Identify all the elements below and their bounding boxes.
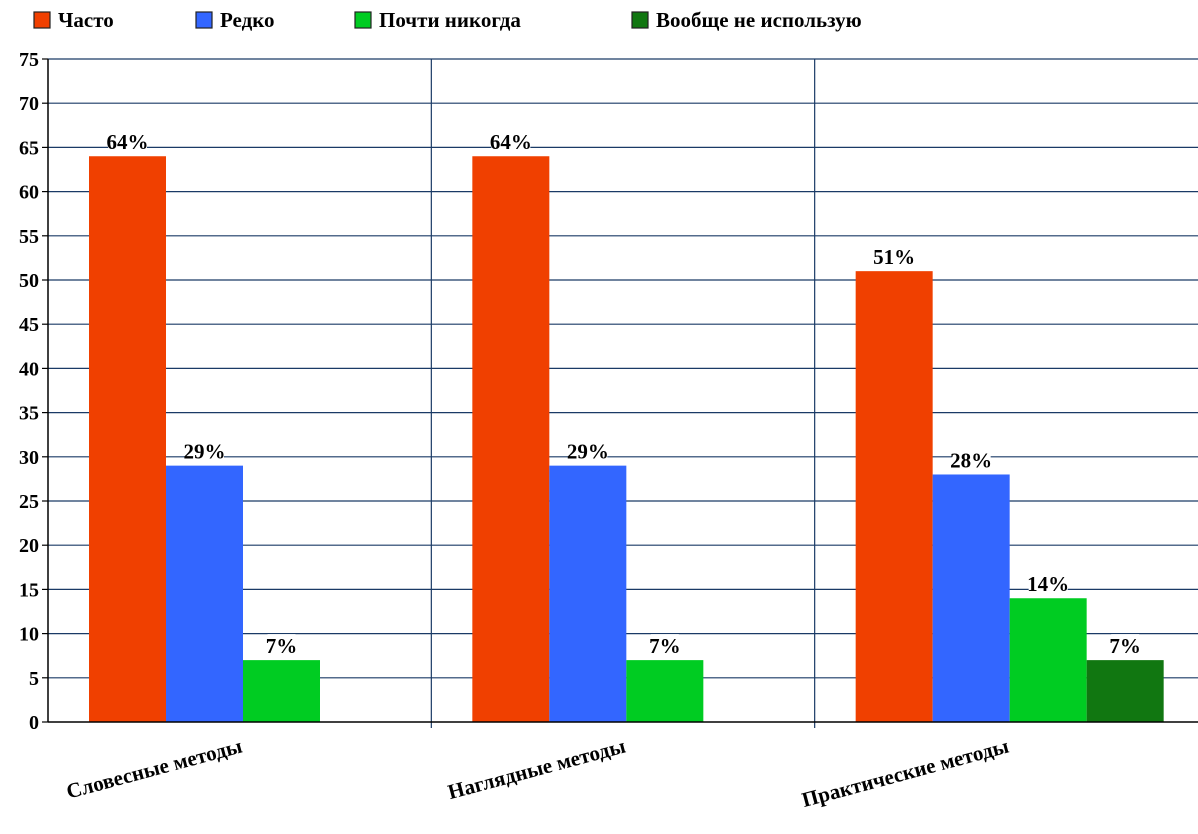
- y-tick-label-30: 30: [19, 447, 39, 469]
- data-label-bg-словесные-методы-3: [267, 634, 296, 659]
- data-label-практические-методы-3: 14%: [1027, 572, 1069, 596]
- y-tick-label-40: 40: [19, 358, 39, 380]
- data-label-bg-наглядные-методы-1: [491, 130, 531, 155]
- data-label-bg-наглядные-методы-3: [650, 634, 679, 659]
- bar-практические-методы-4: [1086, 660, 1164, 722]
- legend-label-2: Редко: [220, 8, 275, 32]
- legend-label-3: Почти никогда: [379, 8, 521, 32]
- data-label-bg-практические-методы-2: [951, 448, 991, 473]
- legend-label-4: Вообще не использую: [656, 8, 862, 32]
- data-label-словесные-методы-2: 29%: [184, 440, 226, 464]
- y-tick-label-70: 70: [19, 93, 39, 115]
- y-tick-label-65: 65: [19, 137, 39, 159]
- y-tick-label-0: 0: [29, 712, 39, 734]
- legend-swatch-4: [631, 11, 649, 29]
- legend-swatch-2: [195, 11, 213, 29]
- legend-swatch-1: [33, 11, 51, 29]
- y-tick-label-60: 60: [19, 182, 39, 204]
- data-label-словесные-методы-1: 64%: [107, 130, 149, 154]
- category-label-практические-методы: Практические методы: [799, 734, 1011, 812]
- legend: Часто Редко Почти никогда Вообще не использ…: [33, 8, 862, 32]
- y-tick-label-50: 50: [19, 270, 39, 292]
- category-labels: Словесные методы Наглядные методы Практиче…: [64, 734, 1012, 812]
- data-label-наглядные-методы-3: 7%: [649, 634, 681, 658]
- data-label-практические-методы-1: 51%: [873, 245, 915, 269]
- data-label-bg-практические-методы-3: [1028, 572, 1068, 597]
- y-tick-label-20: 20: [19, 535, 39, 557]
- data-label-наглядные-методы-1: 64%: [490, 130, 532, 154]
- category-label-наглядные-методы: Наглядные методы: [445, 734, 628, 804]
- data-label-bg-словесные-методы-2: [185, 439, 224, 464]
- bar-практические-методы-1: [855, 271, 933, 722]
- bar-словесные-методы-1: [89, 156, 166, 723]
- category-label-словесные-методы: Словесные методы: [64, 734, 245, 804]
- y-tick-label-15: 15: [19, 579, 39, 601]
- y-tick-label-75: 75: [19, 49, 39, 71]
- legend-swatch-3: [354, 11, 372, 29]
- bars: 64% 29% 7% 64% 29% 7% 51% 28% 14% 7%: [89, 130, 1164, 723]
- y-tick-label-10: 10: [19, 624, 39, 646]
- y-tick-label-55: 55: [19, 226, 39, 248]
- data-label-bg-практические-методы-4: [1111, 634, 1140, 659]
- bar-наглядные-методы-3: [626, 660, 704, 722]
- data-label-практические-методы-4: 7%: [1109, 634, 1141, 658]
- data-label-bg-словесные-методы-1: [108, 130, 147, 155]
- bar-практические-методы-3: [1009, 598, 1087, 722]
- y-tick-label-5: 5: [29, 668, 39, 690]
- y-tick-label-25: 25: [19, 491, 39, 513]
- axes: [47, 59, 1198, 723]
- y-tick-label-35: 35: [19, 403, 39, 425]
- bar-наглядные-методы-2: [549, 465, 627, 722]
- data-label-практические-методы-2: 28%: [950, 448, 992, 472]
- bar-наглядные-методы-1: [472, 156, 550, 723]
- legend-label-1: Часто: [58, 8, 114, 32]
- bar-словесные-методы-2: [166, 465, 243, 722]
- y-axis-ticks: 0 5 10 15 20 25 30 35 40 45 50 55 60 65 70 75: [19, 49, 48, 734]
- data-label-bg-практические-методы-1: [874, 245, 914, 270]
- data-label-наглядные-методы-2: 29%: [567, 440, 609, 464]
- data-label-bg-наглядные-методы-2: [568, 439, 608, 464]
- bar-словесные-методы-3: [243, 660, 320, 722]
- y-tick-label-45: 45: [19, 314, 39, 336]
- bar-практические-методы-2: [932, 474, 1010, 722]
- data-label-словесные-методы-3: 7%: [266, 634, 298, 658]
